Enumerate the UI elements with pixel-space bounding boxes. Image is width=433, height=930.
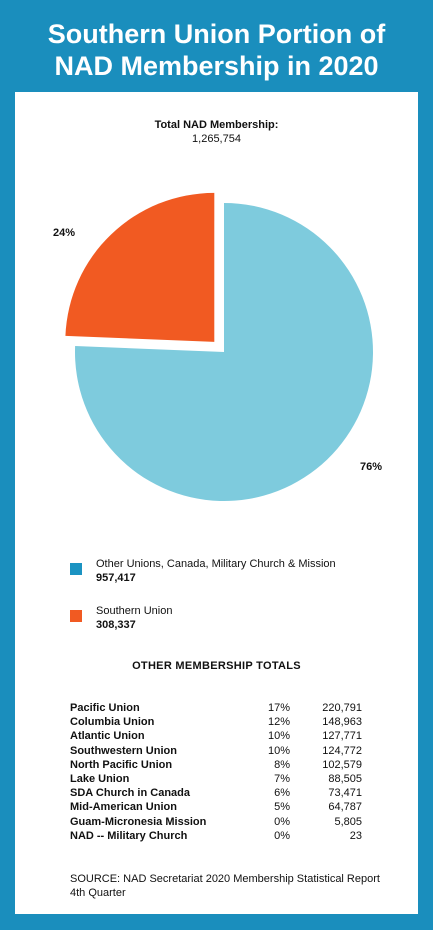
union-membership: 73,471 bbox=[328, 787, 362, 800]
table-row: North Pacific Union 8% 102,579 bbox=[70, 758, 362, 772]
union-name: North Pacific Union bbox=[70, 758, 173, 771]
union-name: Southwestern Union bbox=[70, 744, 177, 757]
union-membership: 127,771 bbox=[322, 730, 362, 743]
legend-swatch-southern-union bbox=[70, 610, 82, 622]
source-note: SOURCE: NAD Secretariat 2020 Membership … bbox=[70, 873, 380, 899]
union-percent: 10% bbox=[267, 730, 290, 743]
union-percent: 8% bbox=[274, 758, 290, 771]
union-membership: 64,787 bbox=[328, 801, 362, 814]
union-membership: 102,579 bbox=[322, 758, 362, 771]
union-name: Columbia Union bbox=[70, 716, 155, 729]
union-name: Lake Union bbox=[70, 773, 130, 786]
pie-chart: 76% 24% bbox=[53, 192, 382, 501]
union-percent: 7% bbox=[274, 773, 290, 786]
legend-value-southern-union: 308,337 bbox=[96, 619, 136, 631]
union-name: Atlantic Union bbox=[70, 730, 145, 743]
union-percent: 5% bbox=[274, 801, 290, 814]
table-row: Pacific Union 17% 220,791 bbox=[70, 701, 362, 715]
pie-slice-other-unions bbox=[74, 203, 373, 501]
union-percent: 10% bbox=[267, 744, 290, 757]
union-percent: 12% bbox=[267, 716, 290, 729]
pie-label-other-unions: 76% bbox=[360, 461, 382, 473]
union-membership: 148,963 bbox=[322, 716, 362, 729]
table-row: Guam-Micronesia Mission 0% 5,805 bbox=[70, 815, 362, 829]
total-membership-label: Total NAD Membership: bbox=[154, 119, 279, 131]
title-line-2: NAD Membership in 2020 bbox=[54, 51, 379, 81]
union-name: SDA Church in Canada bbox=[70, 787, 190, 800]
union-name: Pacific Union bbox=[70, 702, 140, 715]
union-membership: 23 bbox=[349, 829, 362, 842]
union-name: NAD -- Military Church bbox=[70, 829, 188, 842]
legend-value-other-unions: 957,417 bbox=[96, 572, 136, 584]
table-row: Columbia Union 12% 148,963 bbox=[70, 715, 362, 729]
pie-label-southern-union: 24% bbox=[53, 227, 75, 239]
legend-label-other-unions: Other Unions, Canada, Military Church & … bbox=[96, 558, 336, 570]
table-row: Southwestern Union 10% 124,772 bbox=[70, 744, 362, 758]
other-totals-table: Pacific Union 17% 220,791 Columbia Union 12%… bbox=[70, 701, 362, 843]
union-percent: 0% bbox=[274, 815, 290, 828]
legend-swatch-other-unions bbox=[70, 563, 82, 575]
infographic-title: Southern Union Portion of NAD Membership… bbox=[0, 18, 433, 82]
content-panel: Total NAD Membership: 1,265,754 76% 24% O… bbox=[15, 92, 418, 914]
union-percent: 17% bbox=[267, 702, 290, 715]
table-row: Atlantic Union 10% 127,771 bbox=[70, 729, 362, 743]
table-row: Mid-American Union 5% 64,787 bbox=[70, 800, 362, 814]
union-name: Mid-American Union bbox=[70, 801, 177, 814]
table-row: NAD -- Military Church 0% 23 bbox=[70, 829, 362, 843]
total-membership-value: 1,265,754 bbox=[192, 133, 241, 145]
union-membership: 5,805 bbox=[334, 815, 362, 828]
other-totals-heading: OTHER MEMBERSHIP TOTALS bbox=[132, 660, 301, 672]
table-row: SDA Church in Canada 6% 73,471 bbox=[70, 786, 362, 800]
union-percent: 6% bbox=[274, 787, 290, 800]
union-name: Guam-Micronesia Mission bbox=[70, 815, 207, 828]
union-membership: 88,505 bbox=[328, 773, 362, 786]
table-row: Lake Union 7% 88,505 bbox=[70, 772, 362, 786]
union-membership: 220,791 bbox=[322, 702, 362, 715]
union-percent: 0% bbox=[274, 829, 290, 842]
title-line-1: Southern Union Portion of bbox=[47, 19, 386, 49]
legend-label-southern-union: Southern Union bbox=[96, 605, 173, 617]
pie-slice-southern-union bbox=[65, 192, 215, 342]
union-membership: 124,772 bbox=[322, 744, 362, 757]
